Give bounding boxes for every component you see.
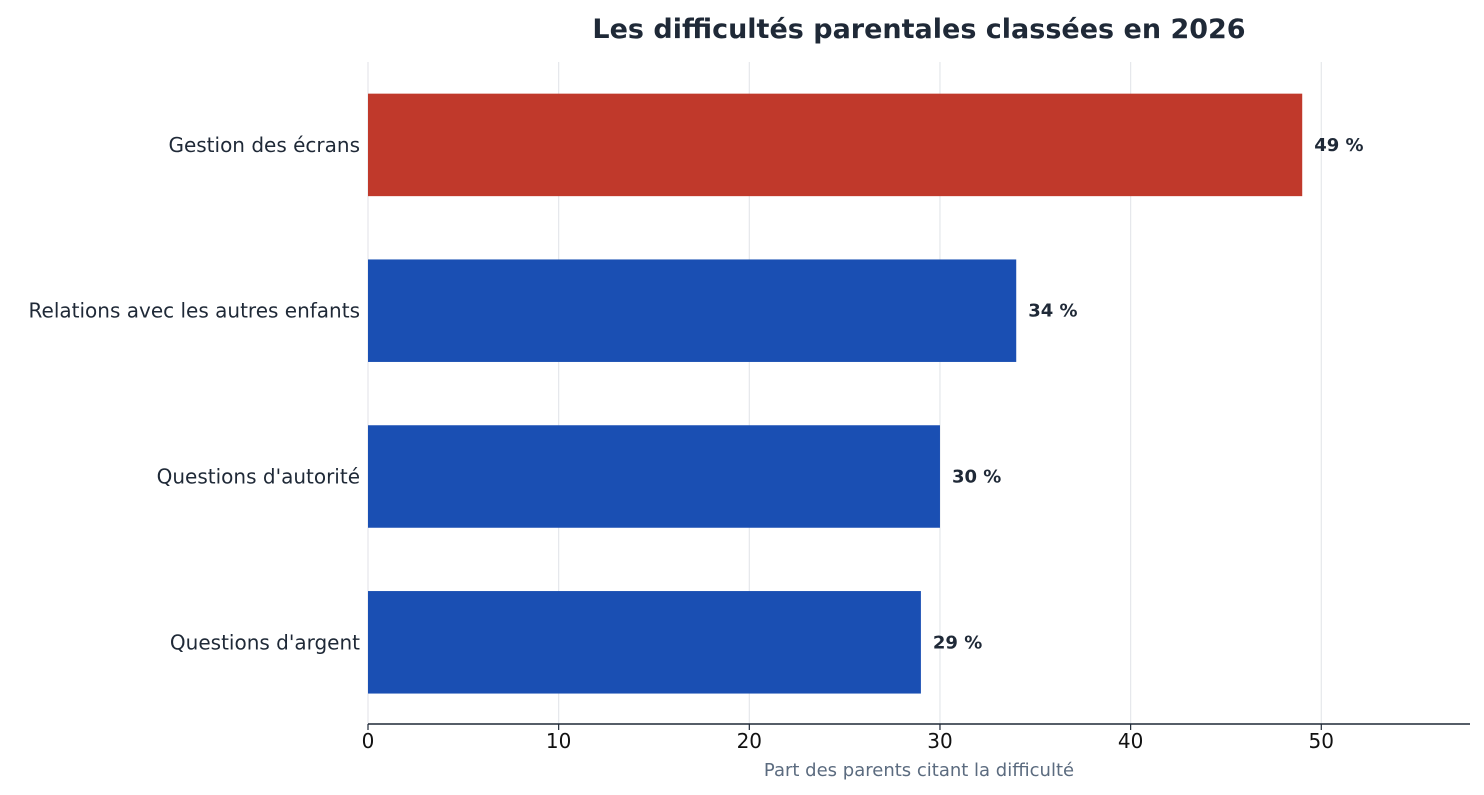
bars — [368, 93, 1303, 694]
chart-title: Les difficultés parentales classées en 2… — [592, 14, 1245, 45]
bar-3 — [368, 591, 921, 694]
bar-1 — [368, 259, 1017, 362]
labels: Gestion des écrans 49 % Relations avec les… — [29, 133, 1364, 654]
x-tick-label: 10 — [546, 729, 571, 753]
x-tick-label: 40 — [1118, 729, 1143, 753]
category-label: Gestion des écrans — [168, 133, 360, 157]
x-axis: 0 10 20 30 40 50 — [362, 723, 1470, 753]
value-label: 29 % — [933, 632, 982, 653]
x-tick-label: 50 — [1309, 729, 1334, 753]
value-label: 49 % — [1314, 135, 1363, 156]
x-tick-label: 30 — [927, 729, 952, 753]
bar-0 — [368, 93, 1303, 197]
category-label: Questions d'autorité — [157, 465, 360, 489]
category-label: Questions d'argent — [170, 630, 360, 654]
x-tick-label: 20 — [737, 729, 762, 753]
value-label: 30 % — [952, 467, 1001, 488]
x-axis-title: Part des parents citant la difficulté — [764, 760, 1074, 781]
bar-2 — [368, 425, 940, 528]
value-label: 34 % — [1028, 301, 1077, 322]
x-tick-label: 0 — [362, 729, 375, 753]
category-label: Relations avec les autres enfants — [29, 299, 360, 323]
